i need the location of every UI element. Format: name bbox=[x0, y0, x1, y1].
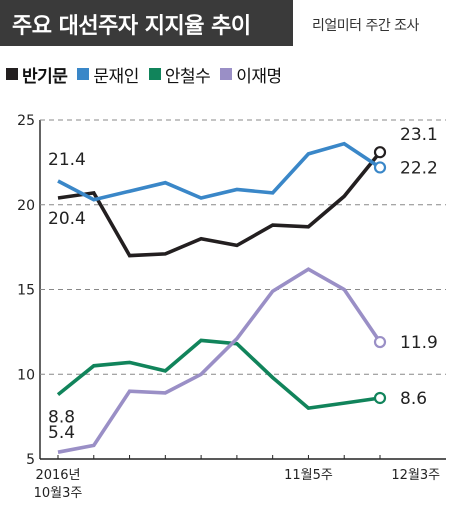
legend-item: 문재인 bbox=[77, 62, 139, 87]
legend-swatch bbox=[220, 68, 233, 80]
chart-header: 주요 대선주자 지지율 추이 리얼미터 주간 조사 bbox=[0, 0, 450, 46]
series-end-marker bbox=[373, 146, 387, 159]
legend-label: 반기문 bbox=[22, 66, 68, 87]
series-end-marker bbox=[373, 335, 387, 349]
chart-legend: 반기문 문재인 안철수 이재명 bbox=[6, 62, 292, 87]
legend-swatch bbox=[6, 68, 18, 80]
data-label: 22.2 bbox=[400, 158, 438, 178]
chart-subtitle: 리얼미터 주간 조사 bbox=[312, 18, 419, 34]
chart-title: 주요 대선주자 지지율 추이 bbox=[12, 14, 251, 39]
data-label: 8.6 bbox=[400, 389, 427, 409]
legend-swatch bbox=[148, 68, 161, 80]
y-tick-label: 20 bbox=[17, 198, 35, 214]
y-tick-label: 25 bbox=[17, 113, 35, 129]
y-tick-label: 15 bbox=[17, 283, 35, 299]
data-label: 5.4 bbox=[48, 423, 75, 443]
title-bar: 주요 대선주자 지지율 추이 bbox=[0, 0, 293, 46]
series-end-marker bbox=[373, 161, 387, 174]
series-line bbox=[57, 267, 382, 454]
legend-label: 이재명 bbox=[236, 66, 282, 87]
y-tick-label: 10 bbox=[17, 367, 35, 383]
x-tick-label: 12월3주 bbox=[391, 468, 440, 483]
data-label: 11.9 bbox=[400, 333, 438, 353]
series-line bbox=[57, 151, 382, 258]
x-tick-label: 10월3주 bbox=[34, 486, 83, 501]
x-tick-label: 11월5주 bbox=[284, 468, 333, 483]
data-label: 20.4 bbox=[48, 209, 86, 229]
series-line bbox=[57, 141, 381, 202]
legend-item: 안철수 bbox=[148, 62, 211, 87]
series-line bbox=[56, 338, 381, 410]
data-label: 21.4 bbox=[48, 150, 86, 170]
legend-item: 반기문 bbox=[6, 62, 68, 87]
legend-label: 안철수 bbox=[164, 66, 211, 87]
series-end-marker bbox=[373, 391, 387, 405]
data-label: 8.8 bbox=[48, 408, 75, 428]
legend-item: 이재명 bbox=[220, 62, 282, 87]
y-tick-label: 5 bbox=[26, 452, 35, 468]
legend-label: 문재인 bbox=[93, 66, 139, 87]
data-label: 23.1 bbox=[400, 125, 438, 145]
legend-swatch bbox=[77, 68, 90, 80]
x-tick-label: 2016년 bbox=[35, 468, 80, 483]
